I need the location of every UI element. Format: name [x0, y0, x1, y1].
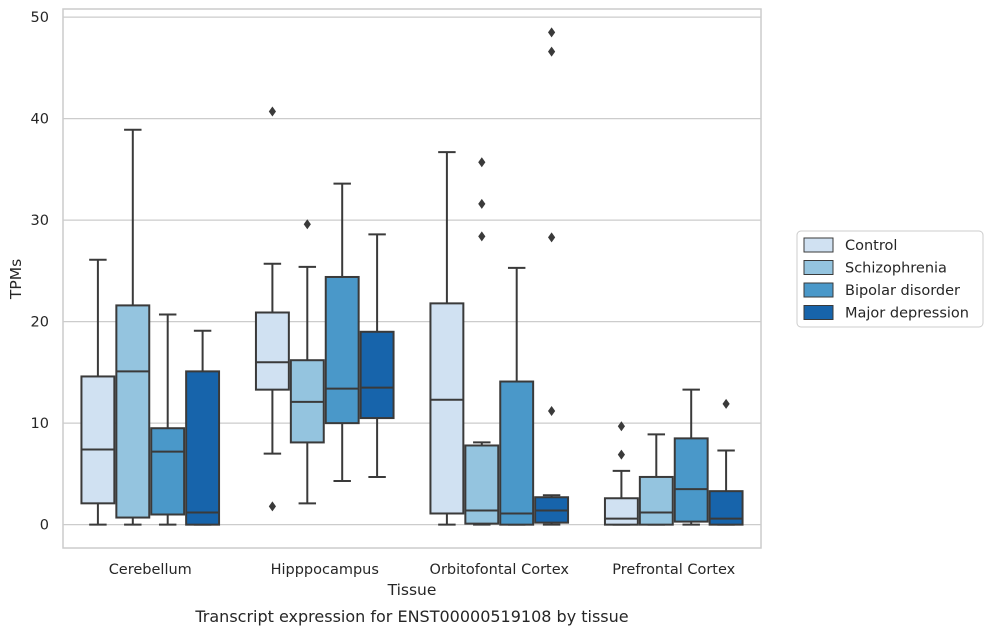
legend-swatch — [803, 305, 834, 320]
x-axis-ticks: Cerebellum Hipppocampus Orbitofontal Corte… — [109, 562, 736, 578]
box-major-depression-1 — [359, 233, 395, 478]
outlier-point — [268, 106, 276, 117]
x-tick-label: Cerebellum — [109, 562, 192, 578]
x-axis-label: Tissue — [387, 581, 437, 599]
box-bipolar-disorder-0 — [150, 313, 186, 526]
outlier-point — [478, 157, 486, 168]
box-bipolar-disorder-3 — [673, 388, 709, 526]
outlier-point — [548, 46, 556, 57]
plot-data — [80, 27, 744, 526]
legend: Control Schizophrenia Bipolar disorder Majo… — [796, 230, 984, 328]
box-bipolar-disorder-1 — [324, 182, 360, 483]
box-iqr — [254, 311, 290, 391]
x-tick-label: Orbitofontal Cortex — [430, 562, 570, 578]
outlier-point — [303, 219, 311, 230]
outlier-point — [722, 398, 730, 409]
legend-entry: Schizophrenia — [845, 261, 947, 277]
box-schizophrenia-1 — [289, 219, 325, 505]
y-axis-ticks: 0 10 20 30 40 50 — [31, 10, 49, 534]
y-tick-label: 10 — [31, 416, 49, 432]
y-tick-label: 0 — [40, 518, 49, 534]
outlier-point — [548, 27, 556, 38]
box-control-0 — [80, 258, 116, 526]
box-major-depression-2 — [534, 27, 570, 526]
box-iqr — [115, 304, 151, 519]
plot-frame — [62, 8, 762, 549]
x-tick-label: Hipppocampus — [271, 562, 379, 578]
box-bipolar-disorder-2 — [499, 266, 535, 526]
outlier-point — [617, 421, 625, 432]
box-iqr — [638, 475, 674, 526]
outlier-point — [548, 232, 556, 243]
box-major-depression-3 — [708, 398, 744, 526]
y-tick-label: 50 — [31, 10, 49, 26]
box-iqr — [429, 302, 465, 515]
box-iqr — [80, 375, 116, 505]
y-tick-label: 40 — [31, 112, 49, 128]
legend-swatch — [803, 260, 834, 275]
box-control-2 — [429, 151, 465, 526]
box-schizophrenia-0 — [115, 128, 151, 526]
outlier-point — [478, 198, 486, 209]
legend-entry: Bipolar disorder — [845, 283, 960, 299]
box-iqr — [708, 490, 744, 526]
outlier-point — [268, 501, 276, 512]
outlier-point — [548, 405, 556, 416]
box-schizophrenia-2 — [464, 157, 500, 526]
box-major-depression-0 — [185, 329, 221, 526]
outlier-point — [617, 449, 625, 460]
box-control-3 — [603, 421, 639, 526]
legend-swatch — [803, 237, 834, 253]
y-axis-label: TPMs — [7, 259, 25, 300]
box-iqr — [464, 444, 500, 525]
box-iqr — [185, 370, 221, 526]
legend-frame — [796, 230, 984, 328]
box-control-1 — [254, 106, 290, 512]
x-tick-label: Prefrontal Cortex — [612, 562, 735, 578]
legend-entry: Control — [845, 238, 897, 254]
box-schizophrenia-3 — [638, 433, 674, 526]
box-iqr — [324, 275, 360, 425]
box-iqr — [673, 437, 709, 523]
box-iqr — [499, 380, 535, 526]
outlier-point — [478, 231, 486, 242]
y-tick-label: 20 — [31, 315, 49, 331]
legend-entry: Major depression — [845, 306, 969, 322]
box-iqr — [150, 427, 186, 516]
legend-swatch — [803, 282, 834, 298]
box-iqr — [359, 330, 395, 420]
box-iqr — [603, 497, 639, 526]
y-tick-label: 30 — [31, 213, 49, 229]
chart-caption: Transcript expression for ENST0000051910… — [194, 607, 628, 626]
